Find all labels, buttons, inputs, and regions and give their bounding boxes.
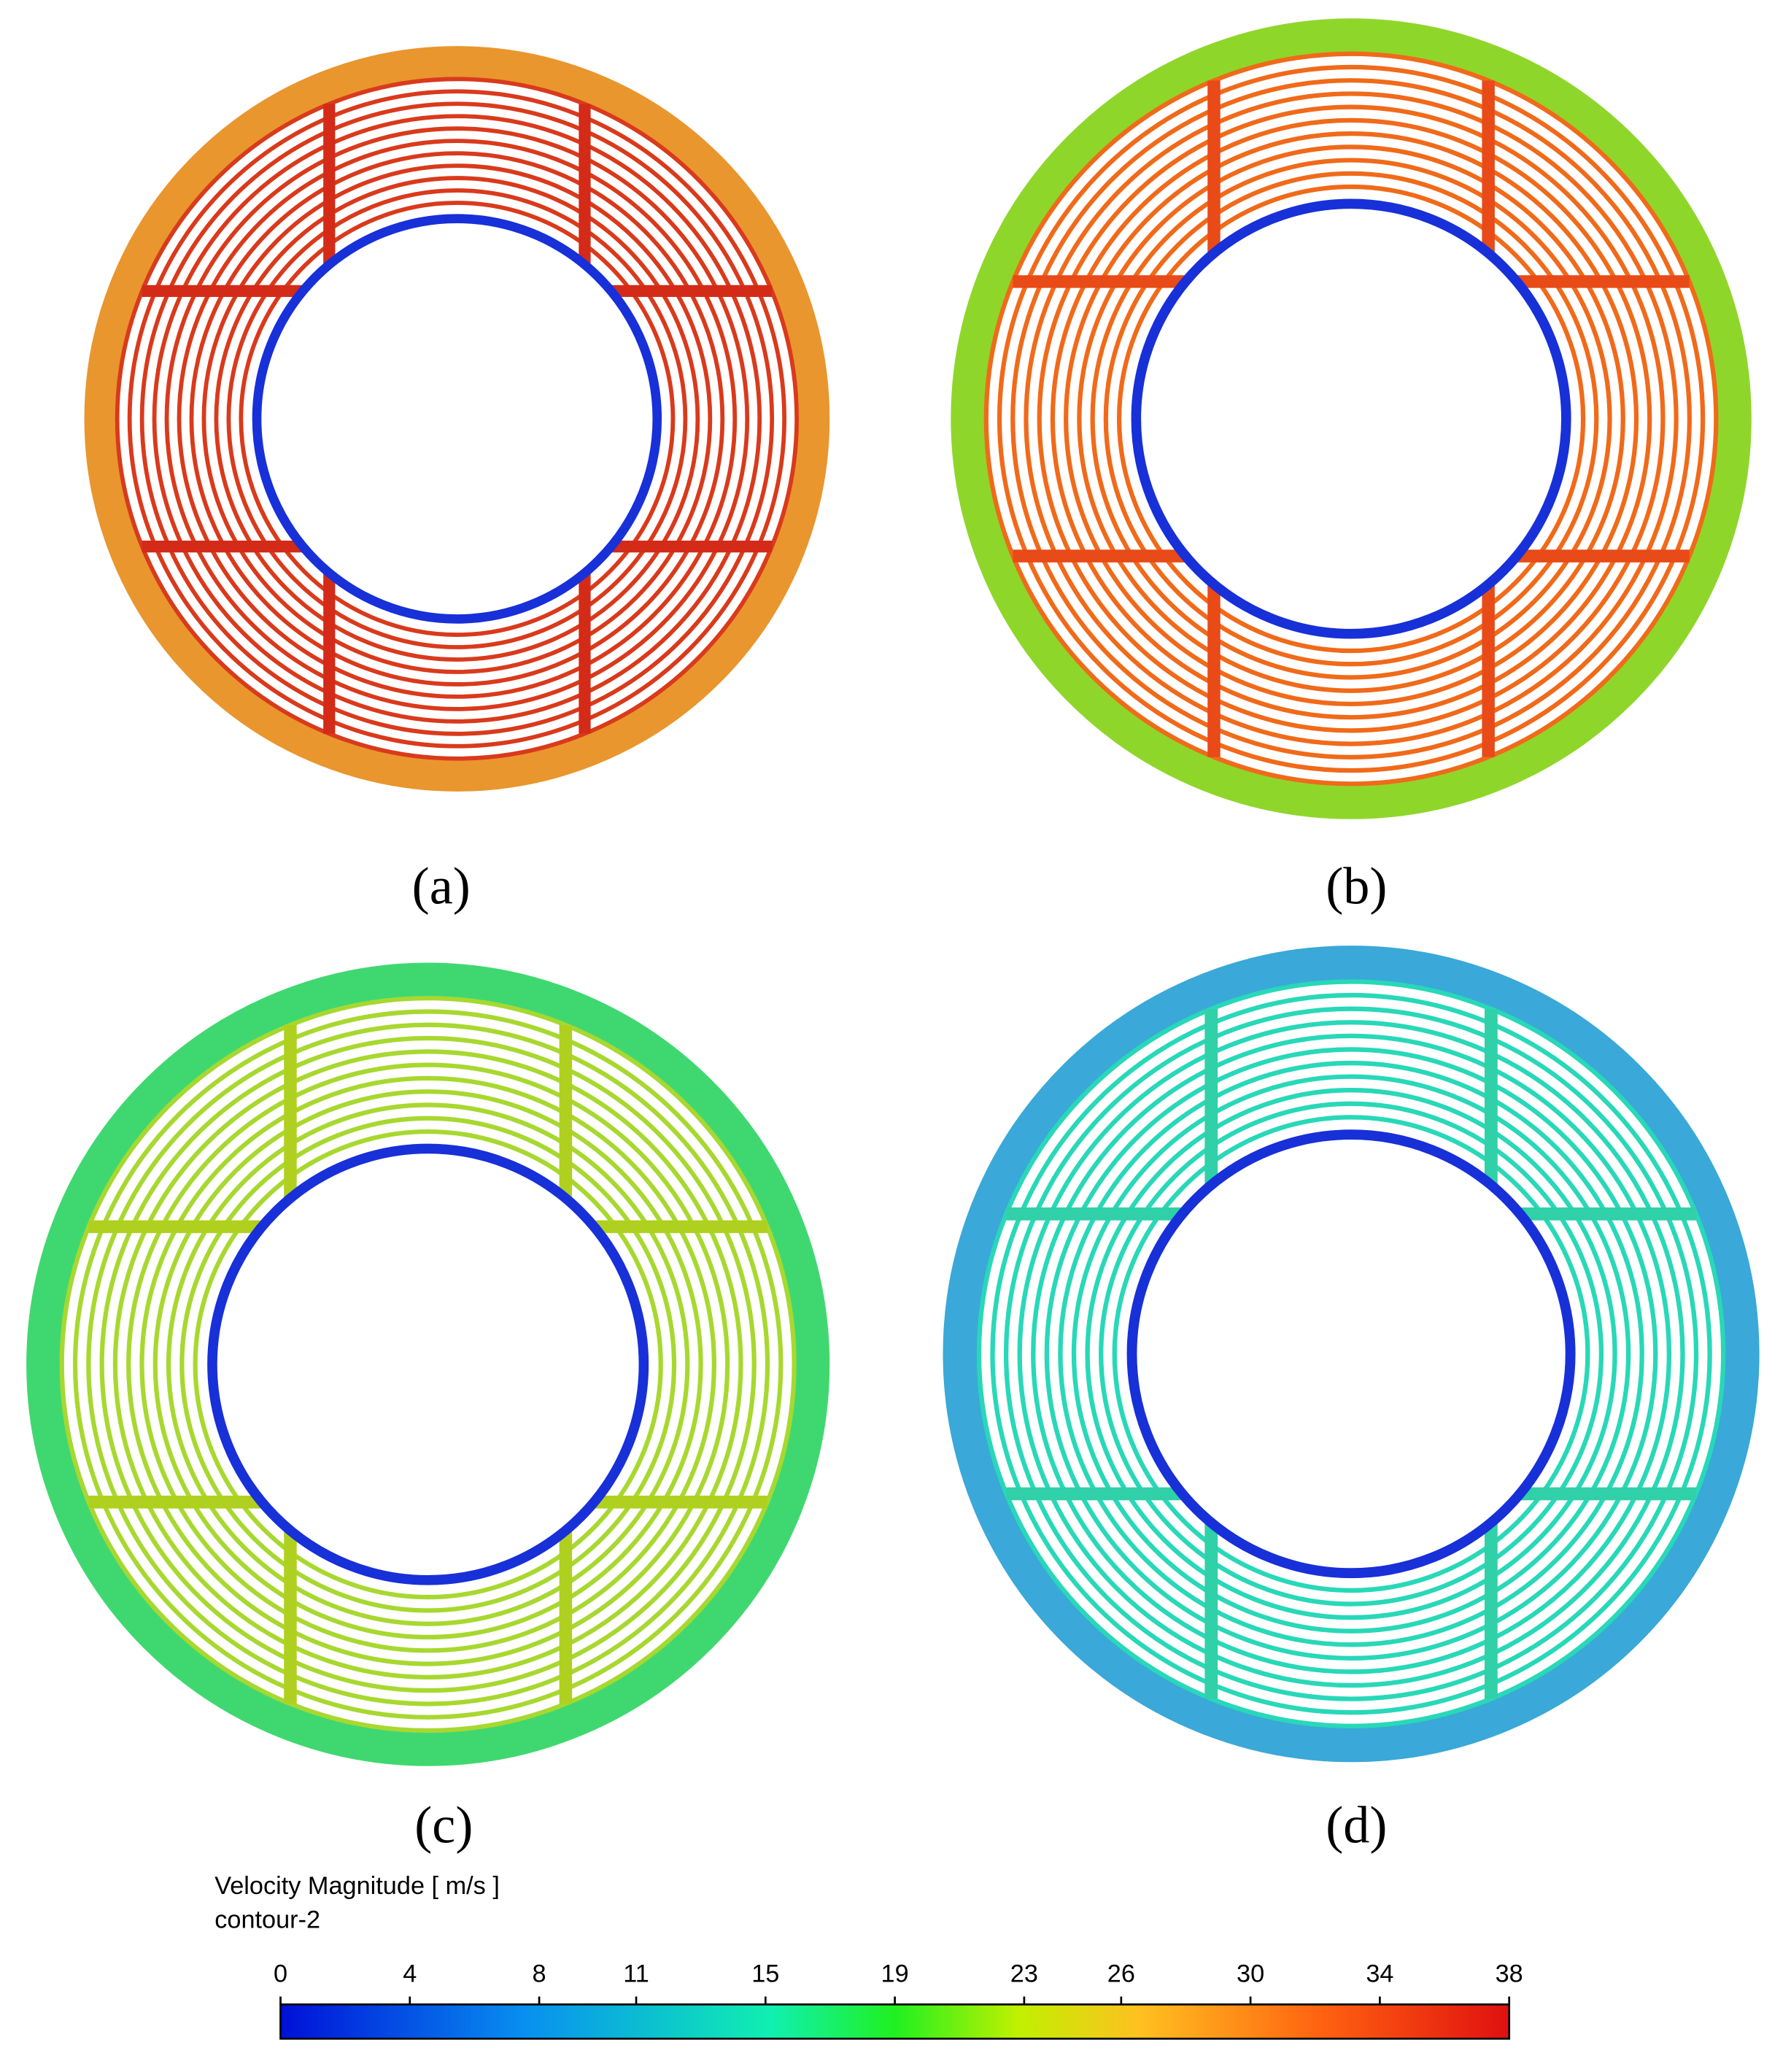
flow-channel [214,176,700,662]
tick-label: 11 [623,1960,649,1988]
colorbar [279,2003,1511,2040]
flow-channel [1050,117,1652,720]
flow-channel [1058,1060,1644,1647]
contour-panel [943,946,1760,1763]
flow-channel [139,1075,716,1653]
inner-wall [1126,1129,1576,1579]
flow-channel [86,1022,770,1706]
flow-channel [115,77,800,761]
flow-channel [1116,184,1586,654]
flow-channel [99,1035,757,1693]
tick-label: 8 [533,1960,546,1988]
flow-channel [1024,91,1679,746]
flow-channel [976,979,1726,1728]
flow-channel [990,992,1712,1715]
flow-channel [1017,1020,1685,1688]
outer-ring [951,18,1752,819]
flow-channel [1031,1033,1672,1674]
flow-channel [1112,1115,1590,1593]
flow-channel [59,996,797,1733]
flow-channel [152,114,762,724]
panel-label: (c) [414,1796,473,1855]
flow-channel [193,1129,663,1600]
flow-channel [166,1102,690,1626]
flow-channel [1071,1074,1631,1634]
colorbar-title: Velocity Magnitude [ m/s ] [214,1872,500,1900]
flow-channel [152,1089,703,1640]
tick-label: 4 [403,1960,417,1988]
contour-panel [84,46,830,792]
tick-label: 30 [1237,1960,1264,1988]
colorbar-ticks: 0 4 8 11 15 19 23 26 30 34 38 [274,1960,1523,2005]
flow-channel [1064,131,1639,707]
flow-channel [997,64,1706,773]
flow-channel [1010,78,1693,759]
flow-channel [239,201,676,637]
flow-channel [189,151,725,687]
flow-channel [201,163,713,674]
flow-channel [1103,171,1599,667]
outer-ring [84,46,830,792]
panel-label: (a) [412,857,471,916]
tick-label: 34 [1366,1960,1393,1988]
flow-channel [226,188,688,649]
panel-label: (b) [1326,857,1387,916]
inner-wall [207,1143,649,1585]
tick-label: 26 [1107,1960,1135,1988]
flow-channel [179,1116,677,1613]
flow-channel [1044,1047,1658,1661]
flow-channel [126,1062,730,1666]
flow-channel [1090,158,1612,680]
tick-label: 0 [274,1960,287,1988]
flow-channel [127,89,787,749]
flow-channel [72,1009,784,1720]
flow-channel [164,126,750,711]
flow-channel [1037,104,1666,733]
flow-channel [1077,144,1625,693]
panel-label: (d) [1326,1796,1387,1855]
flow-channel [177,139,738,699]
contour-panel [951,18,1752,819]
flow-channel [983,51,1719,786]
flow-channel [112,1049,743,1679]
tick-label: 15 [751,1960,779,1988]
outer-ring [26,962,830,1766]
flow-channel [1003,1006,1699,1701]
contour-panel [26,962,830,1766]
tick-label: 38 [1496,1960,1523,1988]
flow-channel [139,101,775,736]
tick-label: 19 [881,1960,909,1988]
inner-wall [252,214,662,624]
flow-channel [1099,1101,1604,1607]
inner-wall [1131,198,1571,639]
panels [26,18,1760,1766]
flow-channel [1085,1088,1617,1620]
tick-label: 23 [1010,1960,1038,1988]
outer-ring [943,946,1760,1763]
colorbar-subtitle: contour-2 [214,1906,320,1934]
